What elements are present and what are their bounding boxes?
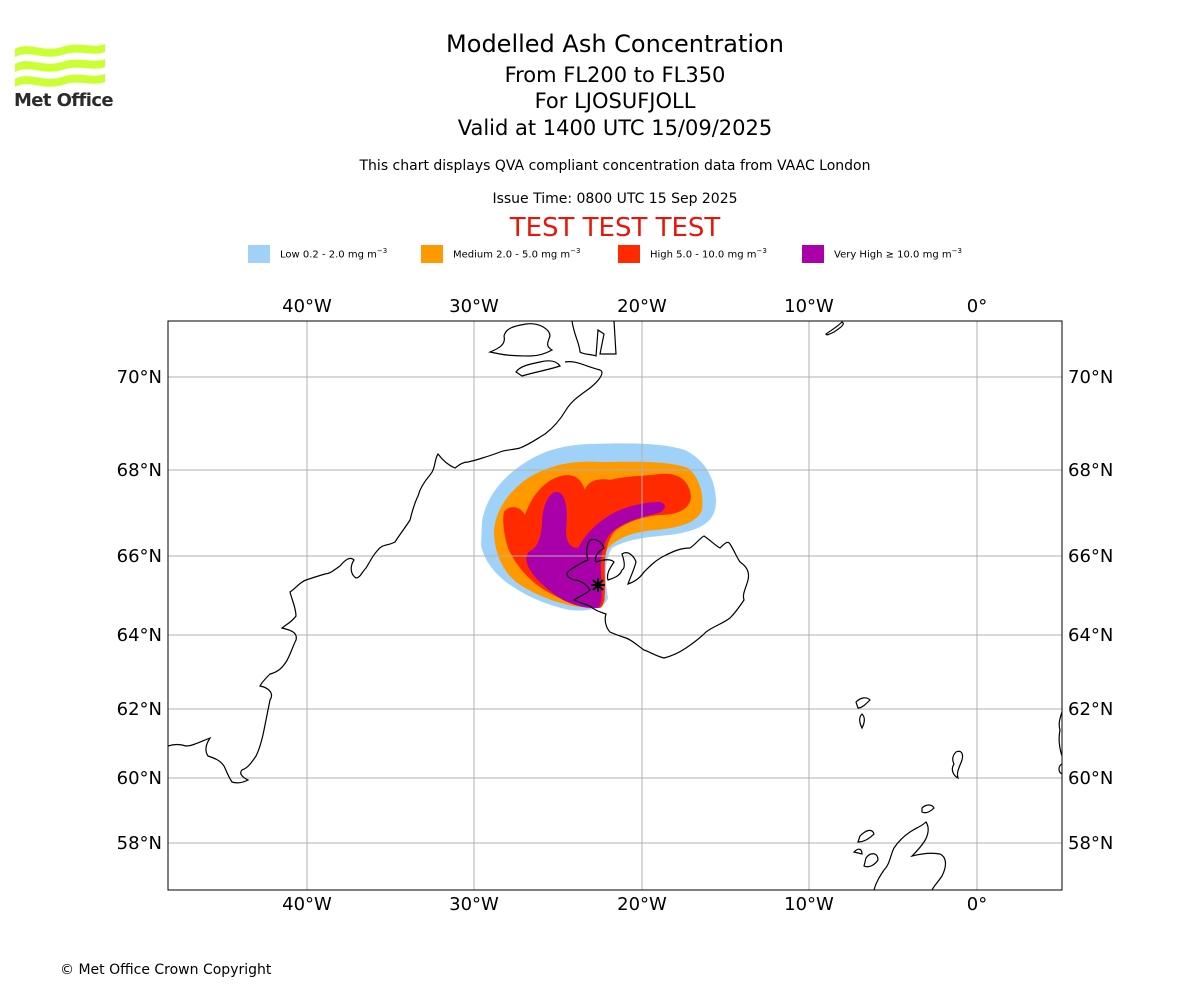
legend-label-low: Low 0.2 - 2.0 mg m <box>280 249 377 261</box>
lat-tick-left: 64°N <box>117 625 162 646</box>
lon-tick-bottom: 10°W <box>784 894 834 915</box>
lat-tick-left: 62°N <box>117 699 162 720</box>
faroe-islands-coastline <box>855 697 871 730</box>
scotland-coastline <box>873 821 947 890</box>
lat-tick-left: 68°N <box>117 460 162 481</box>
lat-tick-right: 58°N <box>1068 833 1113 854</box>
legend-unit-exponent: −3 <box>376 247 388 256</box>
lat-tick-left: 70°N <box>117 367 162 388</box>
legend-unit-exponent: −3 <box>951 247 962 256</box>
lat-tick-right: 66°N <box>1068 546 1113 567</box>
met-office-logo-icon <box>15 44 105 87</box>
graticule <box>168 321 1062 890</box>
legend-item-very-high: Very High ≥ 10.0 mg m−3 <box>802 244 962 264</box>
lat-tick-left: 58°N <box>117 833 162 854</box>
norway-coastline <box>1058 711 1062 775</box>
legend-label-high: High 5.0 - 10.0 mg m <box>650 249 757 261</box>
valid-time: Valid at 1400 UTC 15/09/2025 <box>457 116 773 140</box>
legend-swatch-very-high <box>802 245 824 263</box>
flight-level-range: From FL200 to FL350 <box>504 63 726 87</box>
legend-label-very-high: Very High ≥ 10.0 mg m <box>834 249 952 261</box>
lon-tick-top: 0° <box>967 296 987 317</box>
legend-swatch-medium <box>421 245 443 263</box>
lat-tick-right: 68°N <box>1068 460 1113 481</box>
lon-tick-top: 20°W <box>617 296 667 317</box>
volcano-name: For LJOSUFJOLL <box>534 89 696 113</box>
logo-text: Met Office <box>14 90 114 111</box>
legend-unit-exponent: −3 <box>570 247 581 256</box>
volcano-star-icon <box>591 578 605 592</box>
legend-item-high: High 5.0 - 10.0 mg m−3 <box>618 244 767 264</box>
test-banner: TEST TEST TEST <box>509 213 721 243</box>
lon-tick-top: 10°W <box>784 296 834 317</box>
lat-tick-right: 70°N <box>1068 367 1113 388</box>
lat-tick-right: 64°N <box>1068 625 1113 646</box>
chart-title: Modelled Ash Concentration <box>446 30 784 58</box>
legend-swatch-high <box>618 245 640 263</box>
shetland-coastline <box>951 750 964 780</box>
jan-mayen-coastline <box>825 321 844 336</box>
lon-tick-bottom: 0° <box>967 894 987 915</box>
lon-tick-top: 30°W <box>449 296 499 317</box>
lat-tick-right: 60°N <box>1068 768 1113 789</box>
lon-tick-bottom: 40°W <box>282 894 332 915</box>
lat-tick-left: 66°N <box>117 546 162 567</box>
ash-area-very-high <box>526 491 665 609</box>
legend-unit-exponent: −3 <box>756 247 767 256</box>
legend-label-medium: Medium 2.0 - 5.0 mg m <box>453 249 571 261</box>
legend-item-low: Low 0.2 - 2.0 mg m−3 <box>248 244 387 264</box>
lon-tick-bottom: 20°W <box>617 894 667 915</box>
issue-time: Issue Time: 0800 UTC 15 Sep 2025 <box>492 191 738 207</box>
legend-item-medium: Medium 2.0 - 5.0 mg m−3 <box>421 244 580 264</box>
coastlines <box>168 321 1062 890</box>
lon-tick-bottom: 30°W <box>449 894 499 915</box>
copyright-notice: © Met Office Crown Copyright <box>60 962 272 978</box>
iceland-coastline <box>566 535 750 659</box>
lat-tick-left: 60°N <box>117 768 162 789</box>
map-frame <box>167 320 1063 891</box>
legend-swatch-low <box>248 245 270 263</box>
lon-tick-top: 40°W <box>282 296 332 317</box>
lat-tick-right: 62°N <box>1068 699 1113 720</box>
chart-description: This chart displays QVA compliant concen… <box>359 158 871 174</box>
greenland-coastline <box>168 321 617 784</box>
